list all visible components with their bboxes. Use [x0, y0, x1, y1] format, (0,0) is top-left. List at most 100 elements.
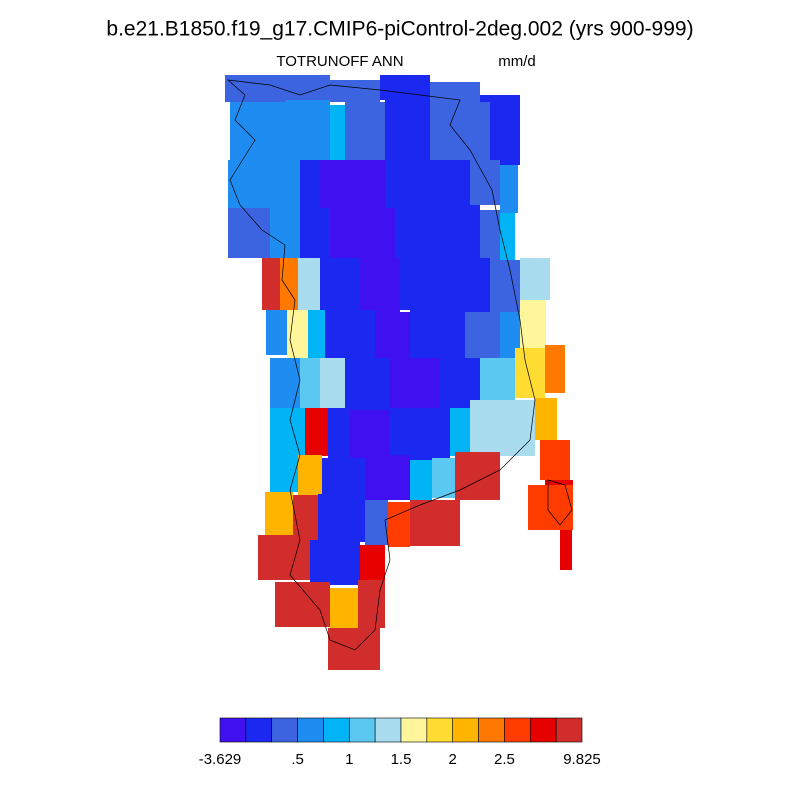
- grid-cell: [330, 588, 358, 630]
- grid-cell: [293, 495, 318, 540]
- grid-cell: [500, 213, 515, 260]
- grid-cell: [228, 160, 300, 208]
- grid-cell: [395, 205, 440, 260]
- grid-cell: [285, 100, 330, 160]
- left-string: TOTRUNOFF ANN: [276, 53, 403, 70]
- grid-cell: [410, 500, 460, 546]
- colorbar-box: [452, 717, 479, 743]
- colorbar-box: [271, 717, 298, 743]
- colorbar-box: [374, 717, 402, 743]
- grid-cell: [270, 358, 300, 408]
- grid-cell: [328, 628, 380, 670]
- grid-cell: [228, 208, 270, 258]
- grid-cell: [305, 408, 328, 456]
- grid-cell: [350, 410, 390, 460]
- right-string: mm/d: [498, 53, 536, 70]
- grid-cell: [385, 100, 410, 160]
- grid-cell: [545, 345, 565, 393]
- grid-cell: [480, 210, 500, 260]
- grid-cell: [280, 258, 298, 310]
- colorbar-box: [504, 717, 531, 743]
- grid-cell: [275, 582, 330, 627]
- grid-cell: [520, 300, 546, 348]
- grid-cell: [270, 408, 305, 458]
- grid-cell: [515, 348, 545, 398]
- colorbar: -3.629 .5 1 1.5 2 2.5 9.825: [199, 717, 601, 768]
- colorbar-label: 1: [345, 751, 353, 768]
- grid-cell: [430, 82, 480, 102]
- colorbar-box: [348, 717, 376, 743]
- title: b.e21.B1850.f19_g17.CMIP6-piControl-2deg…: [106, 18, 693, 41]
- colorbar-label: -3.629: [199, 751, 242, 768]
- grid-cell: [230, 102, 285, 160]
- grid-cell: [375, 312, 410, 358]
- grid-cell: [345, 102, 385, 160]
- grid-cell: [318, 494, 365, 542]
- grid-cell: [390, 358, 440, 408]
- grid-cell: [270, 208, 300, 258]
- grid-cell: [308, 310, 325, 358]
- grid-cell: [325, 310, 375, 358]
- grid-cell: [432, 458, 455, 498]
- colorbar-box: [323, 717, 350, 743]
- grid-cell: [265, 492, 293, 536]
- grid-cell: [500, 312, 520, 358]
- grid-cell: [450, 408, 470, 456]
- colorbar-box: [555, 717, 583, 743]
- grid-cell: [330, 208, 395, 258]
- grid-cell: [320, 358, 345, 408]
- grid-cell: [266, 310, 287, 355]
- grid-cell: [270, 458, 298, 492]
- grid-cell: [300, 208, 330, 260]
- grid-cell: [258, 535, 310, 580]
- grid-cell: [330, 80, 380, 102]
- grid-cell: [540, 440, 570, 480]
- grid-cell: [420, 160, 470, 205]
- grid-cell: [320, 258, 360, 310]
- coastline: [226, 79, 536, 651]
- colorbar-label: 2: [449, 751, 457, 768]
- grid-cell: [490, 260, 520, 312]
- grid-cell: [440, 205, 480, 260]
- grid-cell: [225, 75, 330, 102]
- grid-cell: [455, 452, 500, 500]
- grid-cell: [298, 455, 322, 495]
- grid-cell: [465, 312, 500, 358]
- coastline: [547, 479, 573, 526]
- grid-cell: [322, 458, 365, 494]
- grid-cell: [500, 165, 518, 213]
- grid-cell: [560, 530, 572, 570]
- grid-cell: [490, 125, 520, 165]
- grid-cell: [380, 75, 430, 100]
- grid-cell: [410, 310, 465, 358]
- grid-cell: [400, 258, 445, 310]
- grid-cell: [330, 105, 345, 160]
- grid-cell: [300, 358, 320, 408]
- grid-cell: [320, 160, 385, 208]
- grid-cell: [300, 160, 320, 210]
- grid-cell: [287, 310, 308, 358]
- grid-cell: [360, 258, 400, 312]
- colorbar-box: [529, 717, 557, 743]
- grid-cell: [410, 100, 430, 160]
- grid-cell: [365, 455, 410, 500]
- grid-cell: [390, 408, 450, 460]
- grid-cell: [430, 102, 490, 160]
- map: [225, 75, 573, 670]
- colorbar-label: 1.5: [391, 751, 412, 768]
- colorbar-box: [297, 717, 324, 743]
- colorbar-box: [219, 717, 247, 743]
- colorbar-box: [426, 717, 454, 743]
- grid-cell: [328, 408, 350, 458]
- grid-cell: [535, 398, 557, 440]
- colorbar-label: .5: [291, 751, 304, 768]
- grid-cell: [298, 258, 320, 310]
- grid-cell: [520, 258, 550, 300]
- grid-cell: [470, 400, 535, 456]
- grid-cell: [385, 160, 420, 210]
- grid-cell: [365, 500, 388, 545]
- grid-cell: [470, 160, 500, 205]
- grid-cell: [410, 460, 432, 500]
